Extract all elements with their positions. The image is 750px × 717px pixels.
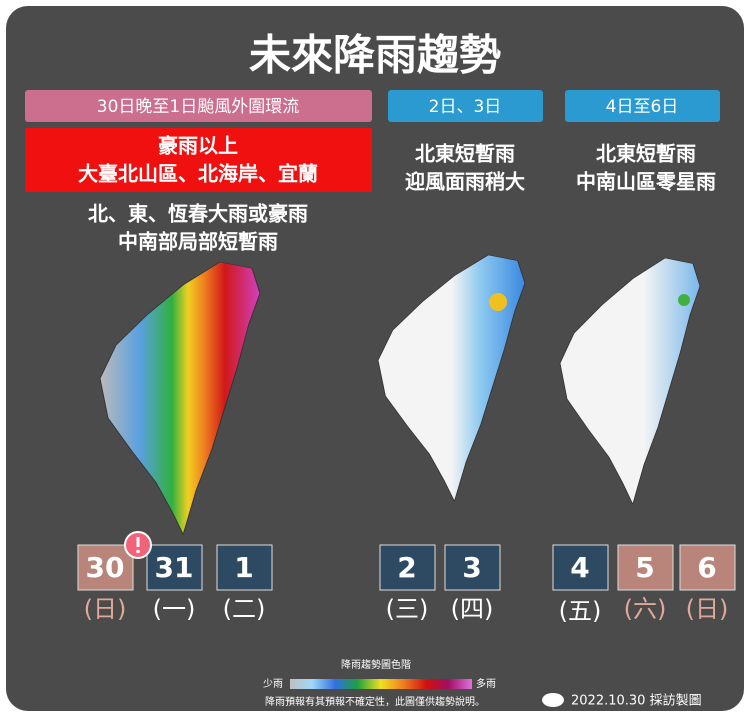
day-date: 1: [234, 551, 253, 584]
panel-header: [565, 90, 720, 122]
rain-spot: [489, 293, 507, 311]
alert-icon-mark: [136, 537, 140, 547]
alert-line: 豪雨以上: [158, 134, 238, 158]
day-weekday: (四): [451, 595, 494, 623]
panel-line: 迎風面雨稍大: [405, 170, 525, 194]
day-weekday: (日): [84, 595, 127, 623]
day-date: 6: [697, 551, 716, 584]
panel-line: 北東短暫雨: [596, 142, 696, 166]
panel-header-text: 4日至6日: [606, 97, 679, 117]
panel-header-text: 30日晚至1日颱風外圍環流: [97, 97, 299, 117]
panel-line: 中南山區零星雨: [576, 170, 716, 194]
panel-header: [388, 90, 543, 122]
day-box: [552, 544, 609, 591]
alert-box: [25, 128, 372, 192]
footer: 2022.10.30 採訪製圖: [571, 693, 702, 709]
day-box: [679, 544, 736, 591]
day-box: [379, 544, 436, 591]
day-date: 31: [155, 551, 194, 584]
day-weekday: (二): [223, 595, 266, 623]
day-weekday: (一): [153, 595, 196, 623]
day-date: 4: [570, 551, 589, 584]
day-date: 30: [86, 551, 125, 584]
legend-scale: [290, 679, 472, 689]
day-box: [617, 544, 674, 591]
panel-header-text: 2日、3日: [429, 97, 502, 117]
legend-high: 多雨: [476, 677, 496, 690]
day-weekday: (五): [559, 597, 602, 625]
logo: [542, 693, 564, 707]
day-weekday: (日): [686, 595, 729, 623]
day-box: [216, 544, 273, 591]
day-box: [77, 544, 134, 591]
legend-title: 降雨趨勢圖色階: [341, 658, 411, 671]
day-date: 2: [397, 551, 416, 584]
panel-line: 北東短暫雨: [415, 142, 515, 166]
day-date: 5: [635, 551, 654, 584]
day-weekday: (六): [624, 595, 667, 623]
legend-low: 少雨: [263, 678, 283, 690]
panel-line: 北、東、恆春大雨或豪雨: [88, 202, 308, 226]
panel-header: [25, 90, 372, 122]
day-date: 3: [462, 551, 481, 584]
alert-line: 大臺北山區、北海岸、宜蘭: [78, 162, 318, 186]
panel-line: 中南部局部短暫雨: [118, 230, 278, 254]
legend-note: 降雨預報有其預報不確定性，此圖僅供趨勢說明。: [265, 695, 485, 708]
alert-icon-dot: [136, 549, 140, 554]
day-box: [444, 544, 501, 591]
day-box: [146, 544, 203, 591]
title: 未來降雨趨勢: [249, 31, 501, 80]
rain-spot: [678, 294, 690, 306]
day-weekday: (三): [386, 595, 429, 623]
